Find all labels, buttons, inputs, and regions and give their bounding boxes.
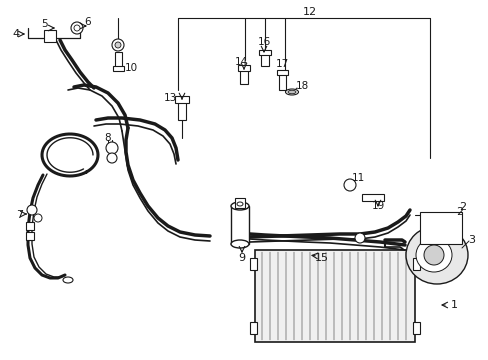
Text: 4: 4 (12, 29, 20, 39)
Bar (276, 70, 287, 75)
Ellipse shape (423, 245, 443, 265)
Text: 2: 2 (455, 207, 463, 217)
Bar (259, 50, 270, 55)
Bar (175, 96, 189, 103)
Ellipse shape (230, 240, 248, 248)
Ellipse shape (405, 226, 467, 284)
Bar (261, 52, 268, 66)
Text: 9: 9 (238, 253, 245, 263)
Circle shape (74, 25, 80, 31)
Text: 1: 1 (449, 300, 457, 310)
Bar (254, 250, 414, 342)
Ellipse shape (415, 238, 451, 272)
Bar (240, 68, 247, 84)
Bar (178, 100, 185, 120)
Bar (412, 322, 419, 334)
Text: 3: 3 (468, 235, 474, 245)
Bar (44, 30, 56, 42)
Bar (26, 222, 34, 230)
Circle shape (106, 142, 118, 154)
Text: 19: 19 (370, 201, 384, 211)
Bar (113, 66, 124, 71)
Text: 2: 2 (459, 202, 466, 212)
Bar (230, 206, 248, 244)
Bar (26, 232, 34, 240)
Bar (249, 258, 257, 270)
Ellipse shape (237, 202, 243, 206)
Circle shape (27, 205, 37, 215)
Ellipse shape (63, 277, 73, 283)
Text: 15: 15 (314, 253, 328, 263)
Text: 16: 16 (257, 37, 270, 47)
Circle shape (112, 39, 124, 51)
Ellipse shape (230, 202, 248, 210)
Bar (361, 194, 383, 201)
Ellipse shape (285, 89, 298, 95)
Bar (238, 65, 249, 71)
Bar (249, 322, 257, 334)
Bar (279, 72, 285, 90)
Text: 17: 17 (275, 59, 288, 69)
Text: 11: 11 (351, 173, 364, 183)
Text: 10: 10 (124, 63, 137, 73)
Text: 7: 7 (17, 210, 23, 220)
Text: 5: 5 (41, 19, 48, 29)
Bar (235, 198, 244, 208)
Bar (115, 52, 122, 68)
Circle shape (115, 42, 121, 48)
Text: 6: 6 (84, 17, 91, 27)
Text: 13: 13 (163, 93, 176, 103)
Bar (412, 258, 419, 270)
Ellipse shape (354, 233, 364, 243)
Circle shape (343, 179, 355, 191)
Bar (419, 212, 461, 244)
Text: 14: 14 (234, 57, 247, 67)
Circle shape (34, 214, 42, 222)
Text: 8: 8 (104, 133, 111, 143)
Text: 18: 18 (295, 81, 308, 91)
Ellipse shape (287, 90, 295, 94)
Circle shape (71, 22, 83, 34)
Circle shape (107, 153, 117, 163)
Text: 12: 12 (303, 7, 316, 17)
